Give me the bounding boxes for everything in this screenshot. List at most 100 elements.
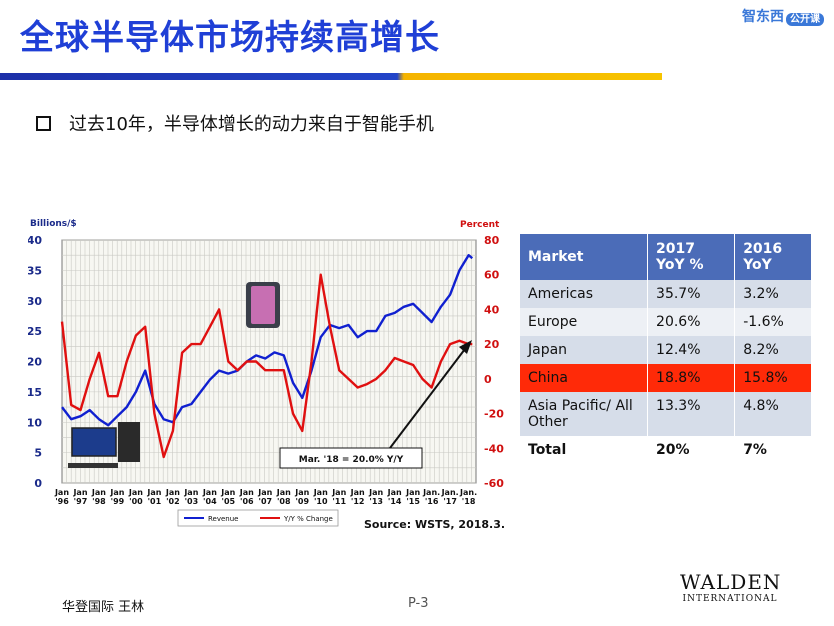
header-2016: 2016 YoY <box>734 234 812 280</box>
right-axis-title: Percent <box>460 220 500 230</box>
right-tick-label: -60 <box>484 477 504 490</box>
x-tick-label-top: Jan. <box>441 488 459 497</box>
cell-2016: 8.2% <box>734 336 812 364</box>
x-tick-label-top: Jan <box>220 488 235 497</box>
x-tick-label-bottom: '17 <box>443 497 457 506</box>
x-tick-label-bottom: '08 <box>277 497 291 506</box>
brand-tag: 公开课 <box>786 12 824 26</box>
x-tick-label-bottom: '12 <box>351 497 365 506</box>
page-number: P-3 <box>408 596 429 611</box>
cell-market: Total <box>520 436 649 464</box>
x-tick-label-top: Jan. <box>459 488 477 497</box>
x-tick-label-top: Jan <box>72 488 87 497</box>
x-tick-label-bottom: '07 <box>259 497 273 506</box>
cell-2016: 4.8% <box>734 392 812 436</box>
table-row-highlight: China 18.8% 15.8% <box>520 364 812 392</box>
x-tick-label-bottom: '18 <box>462 497 476 506</box>
bullet-point: 过去10年，半导体增长的动力来自于智能手机 <box>36 110 434 136</box>
x-tick-label-bottom: '06 <box>240 497 254 506</box>
x-tick-label-bottom: '03 <box>185 497 199 506</box>
cell-2017: 20.6% <box>647 308 736 336</box>
right-tick-label: -40 <box>484 442 504 455</box>
footer-author: 华登国际 王林 <box>62 600 145 615</box>
computer-monitor-image <box>71 427 117 457</box>
x-tick-label-top: Jan <box>54 488 69 497</box>
x-tick-label-top: Jan <box>91 488 106 497</box>
legend-label-yoy: Y/Y % Change <box>283 515 333 523</box>
left-tick-label: 30 <box>28 295 42 308</box>
header-market: Market <box>520 234 649 280</box>
x-tick-label-top: Jan <box>405 488 420 497</box>
x-tick-label-bottom: '05 <box>222 497 236 506</box>
bullet-square-icon <box>36 115 51 131</box>
legend-box <box>177 509 339 527</box>
cell-market: China <box>520 364 649 392</box>
left-tick-label: 15 <box>28 386 42 399</box>
line-chart: Billions/$ 40 35 30 25 20 15 10 5 0 Percent 80 60 40 2… <box>27 219 508 534</box>
annotation-box <box>279 447 423 469</box>
right-tick-label: 20 <box>484 338 500 351</box>
x-tick-label-bottom: '02 <box>166 497 180 506</box>
x-tick-label-bottom: '13 <box>369 497 383 506</box>
left-axis-title: Billions/$ <box>30 219 77 229</box>
x-tick-label-top: Jan <box>128 488 143 497</box>
x-tick-label-top: Jan. <box>422 488 440 497</box>
x-tick-label-top: Jan <box>331 488 346 497</box>
walden-logo: WALDEN INTERNATIONAL <box>680 570 780 604</box>
cell-2016: 15.8% <box>734 364 812 392</box>
left-tick-label: 40 <box>28 234 42 247</box>
right-tick-label: 40 <box>484 303 500 316</box>
right-tick-label: 60 <box>484 269 500 282</box>
cell-market: Asia Pacific/ All Other <box>520 392 649 436</box>
cell-2017: 13.3% <box>647 392 736 436</box>
brand-name: 智东西 <box>742 9 784 25</box>
annotation-text: Mar. '18 = 20.0% Y/Y <box>299 455 404 465</box>
chart-container: Billions/$ 40 35 30 25 20 15 10 5 0 Percent 80 60 40 2… <box>27 212 508 534</box>
x-tick-label-top: Jan <box>257 488 272 497</box>
logo-name: WALDEN <box>680 570 782 594</box>
cell-2016: 3.2% <box>734 280 812 308</box>
cell-2017: 18.8% <box>647 364 736 392</box>
table-header-row: Market 2017 YoY % 2016 YoY <box>520 234 812 280</box>
header-2017: 2017 YoY % <box>647 234 736 280</box>
x-tick-label-bottom: '09 <box>295 497 309 506</box>
left-tick-label: 10 <box>28 416 42 429</box>
left-tick-label: 20 <box>28 356 42 369</box>
cell-2017: 35.7% <box>647 280 736 308</box>
x-tick-label-top: Jan <box>294 488 309 497</box>
table-row: Asia Pacific/ All Other 13.3% 4.8% <box>520 392 812 436</box>
x-tick-label-top: Jan <box>313 488 328 497</box>
right-tick-label: -20 <box>484 408 504 421</box>
x-tick-label-bottom: '11 <box>332 497 346 506</box>
left-tick-label: 35 <box>28 264 42 277</box>
right-tick-label: 80 <box>484 234 500 247</box>
brand-logo: 智东西 公开课 <box>742 6 824 26</box>
x-tick-label-top: Jan <box>109 488 124 497</box>
x-tick-label-bottom: '99 <box>111 497 125 506</box>
x-tick-label-bottom: '14 <box>388 497 402 506</box>
x-tick-label-bottom: '04 <box>203 497 217 506</box>
left-tick-label: 5 <box>34 447 42 460</box>
left-tick-label: 25 <box>28 325 42 338</box>
market-table: Market 2017 YoY % 2016 YoY Americas 35.7… <box>520 234 812 464</box>
cell-market: Americas <box>520 280 649 308</box>
x-tick-label-bottom: '15 <box>406 497 420 506</box>
right-tick-label: 0 <box>484 373 492 386</box>
table-row: Europe 20.6% -1.6% <box>520 308 812 336</box>
x-tick-label-bottom: '97 <box>74 497 88 506</box>
x-tick-label-bottom: '01 <box>148 497 162 506</box>
table-row: Americas 35.7% 3.2% <box>520 280 812 308</box>
cell-2016: 7% <box>734 436 812 464</box>
legend-label-revenue: Revenue <box>208 515 239 523</box>
table-row-total: Total 20% 7% <box>520 436 812 464</box>
annotation-arrow-line <box>389 344 469 449</box>
x-tick-label-top: Jan <box>146 488 161 497</box>
logo-sub: INTERNATIONAL <box>682 594 778 604</box>
x-tick-label-top: Jan <box>276 488 291 497</box>
x-tick-label-bottom: '98 <box>92 497 106 506</box>
table-row: Japan 12.4% 8.2% <box>520 336 812 364</box>
x-tick-label-top: Jan <box>368 488 383 497</box>
cell-2017: 12.4% <box>647 336 736 364</box>
cell-market: Japan <box>520 336 649 364</box>
cell-market: Europe <box>520 308 649 336</box>
